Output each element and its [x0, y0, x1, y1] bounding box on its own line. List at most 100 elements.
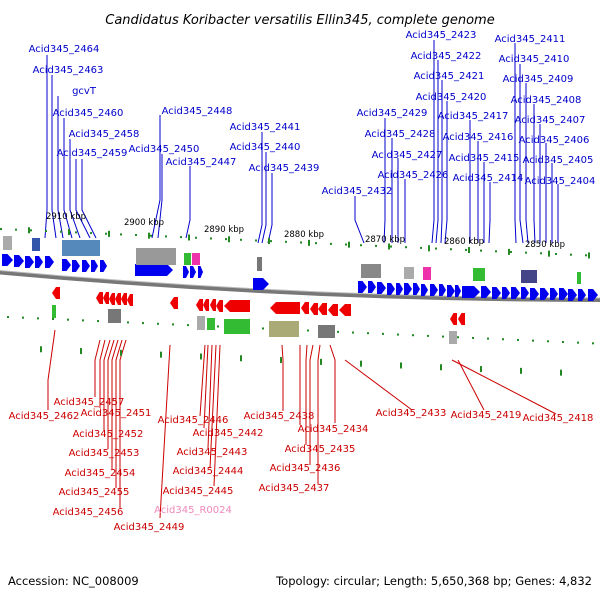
forward-gene-arrow [413, 283, 420, 295]
tick-dot [90, 232, 92, 235]
gene-label[interactable]: Acid345_2459 [57, 148, 128, 159]
gene-label[interactable]: Acid345_2406 [519, 135, 590, 146]
feature-box [207, 318, 215, 330]
gene-label[interactable]: Acid345_2443 [177, 447, 248, 458]
gene-label[interactable]: Acid345_2435 [285, 444, 356, 455]
gene-label[interactable]: Acid345_2460 [53, 108, 124, 119]
feature-box [404, 267, 414, 279]
gene-label[interactable]: Acid345_R0024 [154, 505, 232, 516]
feature-box [423, 267, 431, 280]
forward-gene-arrow [190, 266, 196, 278]
tick-dot [345, 243, 347, 246]
tick-dot [555, 252, 557, 255]
gene-label[interactable]: Acid345_2454 [65, 468, 136, 479]
gene-label[interactable]: Acid345_2427 [372, 150, 443, 161]
gene-label[interactable]: Acid345_2453 [69, 448, 140, 459]
gene-label[interactable]: Acid345_2417 [438, 111, 509, 122]
gene-label[interactable]: Acid345_2434 [298, 424, 369, 435]
reverse-leader-lines [47, 329, 557, 519]
genome-backbone [0, 270, 600, 302]
gene-label[interactable]: Acid345_2421 [414, 71, 485, 82]
forward-gene-arrow [578, 289, 586, 301]
tick-major [40, 346, 42, 353]
tick-dot [592, 342, 594, 345]
gene-label[interactable]: Acid345_2419 [451, 410, 522, 421]
gene-label[interactable]: Acid345_2464 [29, 44, 100, 55]
gene-label[interactable]: Acid345_2409 [503, 74, 574, 85]
gene-label[interactable]: Acid345_2408 [511, 95, 582, 106]
gene-label[interactable]: Acid345_2414 [453, 173, 524, 184]
gene-label[interactable]: Acid345_2432 [322, 186, 393, 197]
tick-major [308, 239, 310, 246]
gene-label[interactable]: Acid345_2450 [129, 144, 200, 155]
tick-dot [67, 318, 69, 321]
tick-dot [30, 229, 32, 232]
gene-label[interactable]: Acid345_2405 [523, 155, 594, 166]
gene-label[interactable]: Acid345_2463 [33, 65, 104, 76]
gene-label[interactable]: Acid345_2436 [270, 463, 341, 474]
tick-dot [585, 254, 587, 257]
gene-label[interactable]: Acid345_2439 [249, 163, 320, 174]
tick-major [468, 247, 470, 254]
tick-dot [22, 316, 24, 319]
gene-label[interactable]: Acid345_2447 [166, 157, 237, 168]
gene-label[interactable]: Acid345_2426 [378, 170, 449, 181]
feature-box [521, 270, 537, 283]
tick-dot [285, 240, 287, 243]
gene-label[interactable]: Acid345_2422 [411, 51, 482, 62]
gene-label[interactable]: Acid345_2455 [59, 487, 130, 498]
gene-label[interactable]: Acid345_2404 [525, 176, 596, 187]
kbp-label: 2890 kbp [204, 225, 244, 235]
gene-label[interactable]: Acid345_2411 [495, 34, 566, 45]
tick-major [400, 362, 402, 369]
tick-dot [570, 253, 572, 256]
gene-label[interactable]: Acid345_2457 [54, 397, 125, 408]
gene-label[interactable]: Acid345_2462 [9, 411, 80, 422]
gene-label[interactable]: Acid345_2415 [449, 153, 520, 164]
gene-label[interactable]: Acid345_2456 [53, 507, 124, 518]
tick-dot [150, 234, 152, 237]
gene-label[interactable]: Acid345_2449 [114, 522, 185, 533]
gene-label[interactable]: Acid345_2444 [173, 466, 244, 477]
forward-gene-arrow [455, 285, 461, 297]
gene-label[interactable]: Acid345_2418 [523, 413, 594, 424]
tick-dot [360, 244, 362, 247]
tick-dot [330, 242, 332, 245]
gene-label[interactable]: Acid345_2441 [230, 122, 301, 133]
gene-label[interactable]: Acid345_2448 [162, 106, 233, 117]
gene-label[interactable]: Acid345_2440 [230, 142, 301, 153]
tick-dot [487, 337, 489, 340]
kbp-label: 2860 kbp [444, 237, 484, 247]
reverse-gene-arrow [328, 304, 338, 316]
gene-label[interactable]: Acid345_2445 [163, 486, 234, 497]
reverse-gene-arrow [103, 292, 109, 304]
gene-label[interactable]: Acid345_2438 [244, 411, 315, 422]
feature-box [136, 248, 176, 265]
gene-label[interactable]: Acid345_2416 [443, 132, 514, 143]
gene-label[interactable]: Acid345_2452 [73, 429, 144, 440]
gene-label[interactable]: Acid345_2420 [416, 92, 487, 103]
tick-dot [127, 321, 129, 324]
gene-label[interactable]: Acid345_2407 [515, 115, 586, 126]
tick-dot [195, 236, 197, 239]
tick-dot [472, 336, 474, 339]
feature-box [52, 305, 56, 318]
gene-label[interactable]: Acid345_2423 [406, 30, 477, 41]
gene-label[interactable]: gcvT [72, 86, 97, 97]
tick-major [268, 238, 270, 245]
gene-label[interactable]: Acid345_2429 [357, 108, 428, 119]
gene-label[interactable]: Acid345_2437 [259, 483, 330, 494]
gene-label[interactable]: Acid345_2446 [158, 415, 229, 426]
gene-label[interactable]: Acid345_2442 [193, 428, 264, 439]
gene-label[interactable]: Acid345_2458 [69, 129, 140, 140]
reverse-gene-arrow [270, 302, 300, 314]
tick-dot [105, 232, 107, 235]
gene-label[interactable]: Acid345_2410 [499, 54, 570, 65]
tick-major [280, 357, 282, 364]
gene-label[interactable]: Acid345_2433 [376, 408, 447, 419]
tick-dot [82, 319, 84, 322]
gene-label[interactable]: Acid345_2428 [365, 129, 436, 140]
gene-label[interactable]: Acid345_2451 [81, 408, 152, 419]
forward-gene-arrow [404, 283, 412, 295]
